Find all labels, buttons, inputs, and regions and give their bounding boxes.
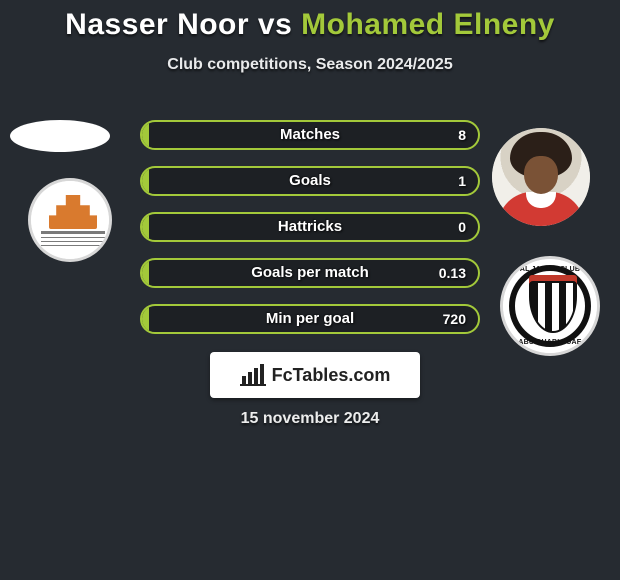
ajman-club-icon [31, 181, 109, 259]
stat-bar: Min per goal 720 [140, 304, 480, 334]
al-jazira-club-icon: AL JAZIRA CLUB ABU DHABI · UAE [503, 259, 597, 353]
stat-bar: Goals per match 0.13 [140, 258, 480, 288]
stat-label: Matches [142, 122, 478, 148]
brand-box: FcTables.com [210, 352, 420, 398]
brand-text: FcTables.com [272, 365, 391, 386]
title-vs: vs [258, 8, 292, 41]
stat-bar: Hattricks 0 [140, 212, 480, 242]
page-title: Nasser Noor vs Mohamed Elneny [0, 0, 620, 42]
player1-avatar [10, 120, 110, 152]
subtitle: Club competitions, Season 2024/2025 [0, 56, 620, 74]
stats-column: Matches 8 Goals 1 Hattricks 0 Goals per … [140, 120, 480, 350]
stat-label: Goals per match [142, 260, 478, 286]
title-player2: Mohamed Elneny [301, 8, 555, 41]
stat-value-right: 0.13 [439, 260, 466, 286]
player2-club-badge: AL JAZIRA CLUB ABU DHABI · UAE [500, 256, 600, 356]
stat-label: Min per goal [142, 306, 478, 332]
generated-date: 15 november 2024 [0, 410, 620, 428]
stat-value-right: 720 [443, 306, 466, 332]
bar-chart-icon [240, 364, 266, 386]
stat-value-right: 8 [458, 122, 466, 148]
club-ring-text-bottom: ABU DHABI · UAE [503, 339, 597, 346]
stat-bar: Matches 8 [140, 120, 480, 150]
stat-bar: Goals 1 [140, 166, 480, 196]
player1-club-badge [28, 178, 112, 262]
stat-value-right: 0 [458, 214, 466, 240]
stat-label: Hattricks [142, 214, 478, 240]
title-player1: Nasser Noor [65, 8, 249, 41]
player2-avatar [492, 128, 590, 226]
comparison-card: Nasser Noor vs Mohamed Elneny Club compe… [0, 0, 620, 580]
stat-value-right: 1 [458, 168, 466, 194]
player2-headshot-icon [492, 128, 590, 226]
stat-label: Goals [142, 168, 478, 194]
club-ring-text-top: AL JAZIRA CLUB [503, 266, 597, 273]
